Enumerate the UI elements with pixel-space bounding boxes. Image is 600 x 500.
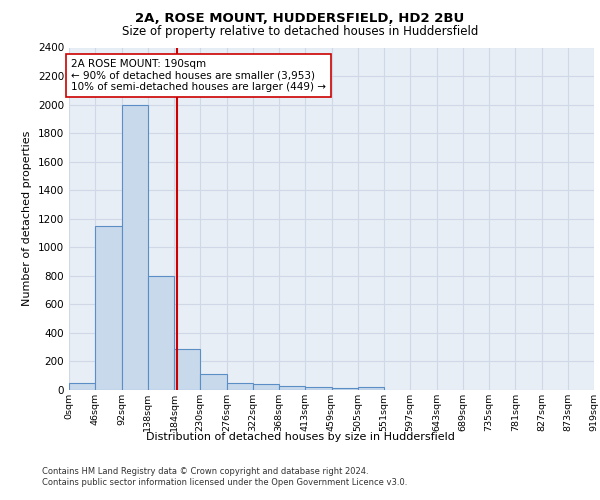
- Bar: [148, 276, 174, 390]
- Text: 2A, ROSE MOUNT, HUDDERSFIELD, HD2 2BU: 2A, ROSE MOUNT, HUDDERSFIELD, HD2 2BU: [136, 12, 464, 26]
- Y-axis label: Number of detached properties: Number of detached properties: [22, 131, 32, 306]
- Bar: [227, 383, 253, 390]
- Bar: [121, 104, 148, 390]
- Bar: [200, 374, 227, 390]
- Text: Distribution of detached houses by size in Huddersfield: Distribution of detached houses by size …: [146, 432, 454, 442]
- Bar: [279, 386, 305, 390]
- Bar: [331, 388, 358, 390]
- Bar: [174, 348, 200, 390]
- Text: 2A ROSE MOUNT: 190sqm
← 90% of detached houses are smaller (3,953)
10% of semi-d: 2A ROSE MOUNT: 190sqm ← 90% of detached …: [71, 59, 326, 92]
- Bar: [305, 387, 331, 390]
- Bar: [69, 383, 95, 390]
- Text: Contains HM Land Registry data © Crown copyright and database right 2024.
Contai: Contains HM Land Registry data © Crown c…: [42, 468, 407, 487]
- Bar: [253, 384, 279, 390]
- Bar: [95, 226, 121, 390]
- Text: Size of property relative to detached houses in Huddersfield: Size of property relative to detached ho…: [122, 25, 478, 38]
- Bar: [358, 387, 384, 390]
